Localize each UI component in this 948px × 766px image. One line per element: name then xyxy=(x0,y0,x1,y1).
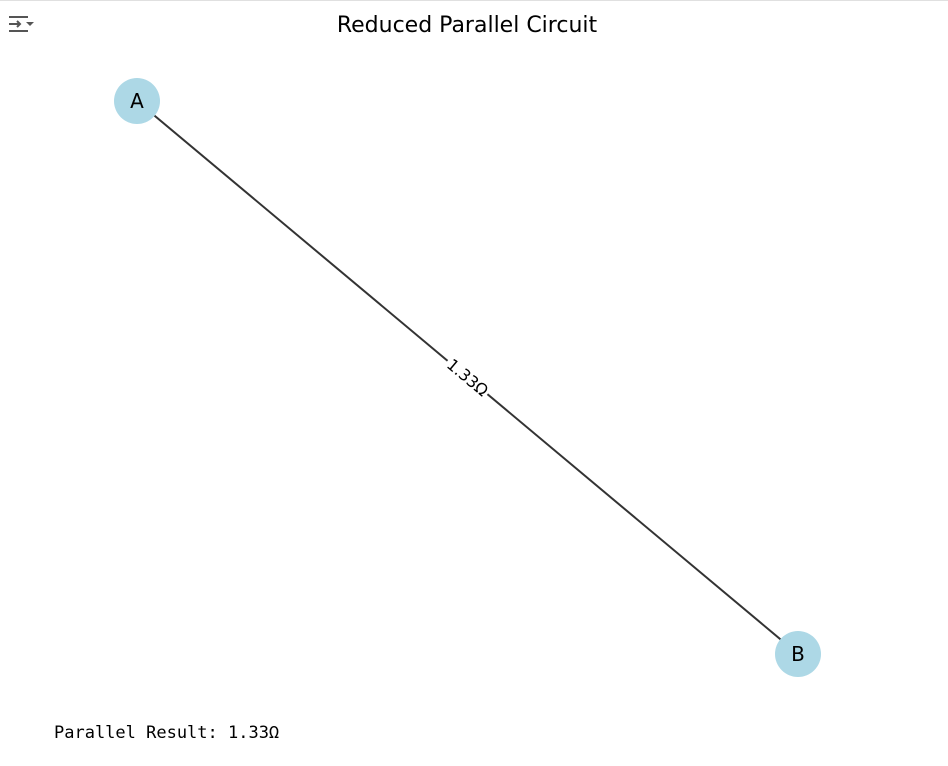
output-toggle-button[interactable] xyxy=(6,12,36,36)
output-collapse-icon xyxy=(9,16,34,32)
edge-label-background xyxy=(440,352,495,403)
parallel-result-output: Parallel Result: 1.33Ω xyxy=(54,723,280,743)
output-top-border xyxy=(0,0,948,1)
node-label-B: B xyxy=(791,642,805,666)
node-A xyxy=(114,78,160,124)
edge-label-group: 1.33Ω xyxy=(440,352,495,403)
node-B xyxy=(775,631,821,677)
edges-layer: 1.33Ω xyxy=(136,100,799,655)
circuit-diagram: Reduced Parallel Circuit 1.33Ω AB xyxy=(114,13,821,677)
node-label-A: A xyxy=(130,89,144,113)
nodes-layer: AB xyxy=(114,78,821,677)
diagram-title: Reduced Parallel Circuit xyxy=(337,13,598,38)
